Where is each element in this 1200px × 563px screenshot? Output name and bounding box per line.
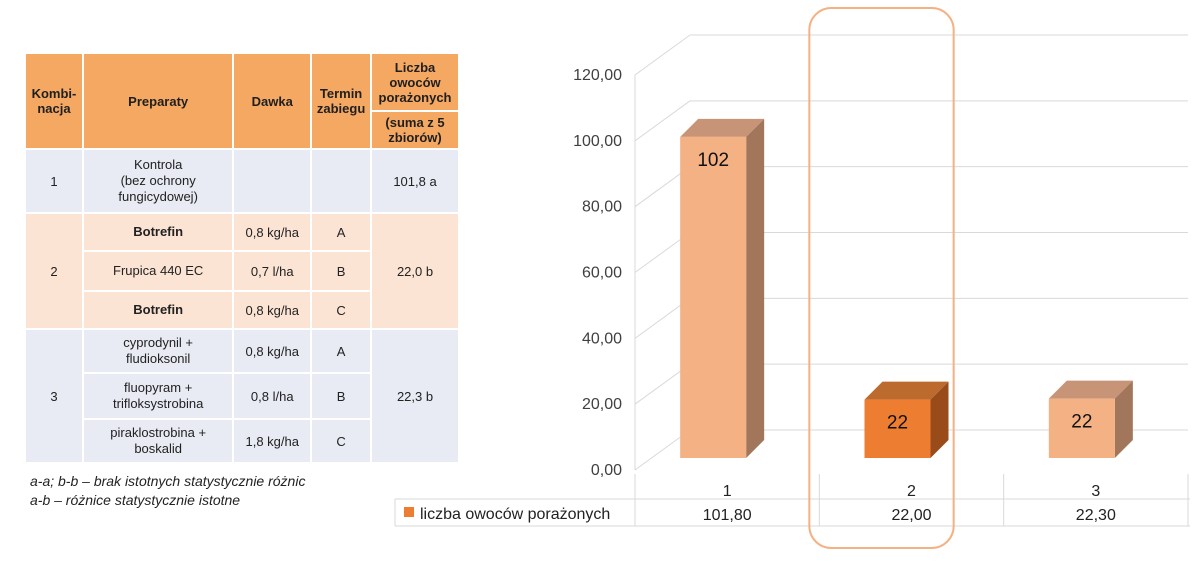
cell-dawka: 0,8 l/ha [232, 372, 313, 420]
cell-kombinacja: 1 [24, 148, 84, 214]
cell-kombinacja: 3 [24, 328, 84, 464]
datatable-value: 22,30 [1076, 507, 1116, 524]
cell-wynik: 22,3 b [370, 328, 460, 464]
cell-preparat: Botrefin [81, 290, 235, 330]
bar-top [864, 381, 949, 400]
cell-preparat: Botrefin [81, 212, 235, 252]
highlight-box [808, 7, 955, 549]
cell-wynik: 22,0 b [370, 212, 460, 330]
y-tick-label: 40,00 [582, 330, 622, 347]
bar [864, 399, 931, 458]
datatable-value: 22,00 [891, 507, 931, 524]
cell-termin: B [310, 372, 373, 420]
cell-termin: B [310, 250, 373, 292]
cell-dawka: 0,8 kg/ha [232, 290, 313, 330]
header-kombinacja-label: Kombi- nacja [31, 86, 77, 116]
table-header-subrow: (suma z 5 zbiorów) [25, 110, 460, 150]
data-label: 22 [887, 413, 908, 434]
cell-wynik: 101,8 a [370, 148, 460, 214]
header-termin: Termin zabiegu [310, 52, 373, 150]
note-line: a-a; b-b – brak istotnych statystycznie … [30, 473, 306, 489]
note-line: a-b – różnice statystycznie istotne [30, 492, 241, 508]
cell-dawka: 0,8 kg/ha [232, 212, 313, 252]
x-tick-label: 3 [1091, 483, 1100, 500]
table-row: 1 Kontrola (bez ochrony fungicydowej) 101,… [24, 148, 460, 214]
header-kombinacja: Kombi- nacja [24, 52, 84, 150]
cell-dawka: 1,8 kg/ha [232, 418, 313, 464]
bar-side [746, 118, 765, 459]
cell-termin: A [310, 328, 373, 374]
bar [680, 136, 747, 459]
table-row: piraklostrobina + boskalid 1,8 kg/ha C [25, 418, 459, 464]
cell-termin: A [310, 212, 373, 252]
table-notes: a-a; b-b – brak istotnych statystycznie … [24, 472, 460, 510]
cell-preparat: piraklostrobina + boskalid [81, 418, 235, 464]
header-liczba: Liczba owoców porażonych [370, 52, 460, 112]
legend-label: liczba owoców porażonych [420, 506, 610, 523]
cell-preparat: cyprodynil + fludioksonil [81, 328, 235, 374]
header-liczba-sub: (suma z 5 zbiorów) [370, 110, 460, 150]
bar-side [1114, 380, 1133, 458]
table-row: fluopyram + trifloksystrobina 0,8 l/ha B [25, 372, 459, 420]
x-tick-label: 1 [723, 483, 732, 500]
header-dawka: Dawka [232, 52, 313, 150]
table-row: Botrefin 0,8 kg/ha C [25, 290, 459, 330]
header-preparaty: Preparaty [81, 52, 235, 150]
table-row: 2 Botrefin 0,8 kg/ha A 22,0 b [24, 212, 460, 330]
legend-key [404, 507, 414, 517]
datatable-value: 101,80 [703, 507, 752, 524]
results-table: Kombi- nacja Preparaty Dawka Termin zabi… [24, 52, 460, 464]
cell-preparat: Kontrola (bez ochrony fungicydowej) [81, 148, 235, 214]
cell-preparat: fluopyram + trifloksystrobina [81, 372, 235, 420]
cell-dawka: 0,7 l/ha [232, 250, 313, 292]
gridline-diagonal [634, 100, 691, 142]
table-body: 1 Kontrola (bez ochrony fungicydowej) 101,… [24, 148, 460, 464]
cell-dawka: 0,8 kg/ha [232, 328, 313, 374]
y-tick-label: 60,00 [582, 265, 622, 282]
bar-top [680, 118, 765, 137]
cell-kombinacja: 2 [24, 212, 84, 330]
bar-side [930, 381, 949, 458]
cell-termin [310, 148, 373, 214]
results-panel: Kombi- nacja Preparaty Dawka Termin zabi… [24, 52, 460, 510]
data-label: 22 [1071, 412, 1092, 433]
y-tick-label: 80,00 [582, 199, 622, 216]
cell-dawka [232, 148, 313, 214]
y-tick-label: 0,00 [591, 462, 622, 479]
cell-termin: C [310, 418, 373, 464]
data-label: 102 [697, 150, 729, 171]
y-tick-label: 20,00 [582, 396, 622, 413]
cell-preparat: Frupica 440 EC [81, 250, 235, 292]
y-tick-label: 120,00 [573, 67, 622, 84]
bar-top [1048, 380, 1133, 399]
y-tick-label: 100,00 [573, 133, 622, 150]
bar [1048, 398, 1115, 458]
table-row: 3 cyprodynil + fludioksonil 0,8 kg/ha A 22,3… [24, 328, 460, 464]
cell-termin: C [310, 290, 373, 330]
table-row: Frupica 440 EC 0,7 l/ha B [25, 250, 459, 292]
gridline-diagonal [634, 34, 691, 76]
x-tick-label: 2 [907, 483, 916, 500]
table-header-row: Kombi- nacja Preparaty Dawka Termin zabi… [24, 52, 460, 150]
